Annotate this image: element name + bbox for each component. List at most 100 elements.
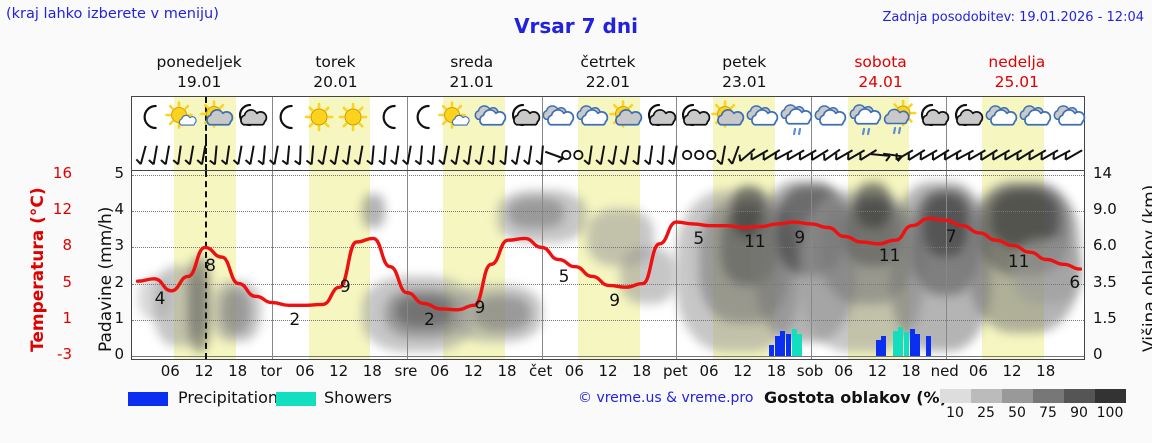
cloud-height-tick-3: 3.5 (1093, 272, 1117, 291)
density-swatch-100 (1095, 389, 1126, 403)
sun-small-cloud-icon (165, 97, 200, 139)
time-tick-label: 12 (463, 362, 483, 380)
location-menu-note: (kraj lahko izberete v meniju) (6, 6, 219, 22)
day-name: torek (315, 53, 356, 71)
moon-icon (268, 97, 302, 139)
density-swatch-75 (1033, 389, 1064, 403)
day-header-četrtek: četrtek 22.01 (540, 52, 676, 92)
moon-cloud-icon (677, 97, 711, 139)
day-header-nedelja: nedelja 25.01 (949, 52, 1085, 92)
time-tick-label: 18 (766, 362, 786, 380)
temperature-value-label: 9 (339, 277, 351, 298)
temperature-tick-5: -3 (57, 345, 72, 363)
current-time-marker (204, 171, 207, 359)
precipitation-bar (875, 339, 881, 356)
density-level-label: 50 (1008, 405, 1026, 421)
copyright-label[interactable]: © vreme.us & vreme.pro (578, 390, 754, 406)
day-header-torek: torek 20.01 (267, 52, 403, 92)
daylight-band (474, 140, 506, 170)
temperature-value-label: 4 (154, 288, 166, 309)
cloud-density-blob (221, 288, 250, 335)
day-date: 19.01 (176, 73, 222, 91)
temperature-value-label: 11 (744, 231, 766, 252)
day-date: 21.01 (449, 73, 494, 91)
day-name: četrtek (580, 53, 636, 71)
horizontal-gridline (132, 211, 1084, 213)
time-tick-label: 12 (1002, 362, 1022, 380)
time-tick-label: 06 (699, 362, 719, 380)
time-tick-label: 12 (733, 362, 753, 380)
cloud-density-blob (1013, 237, 1081, 304)
meteogram-plot: 4 8 2 9 2 9 5 9 5 11 9 11 7 11 6 (131, 170, 1085, 360)
day-header-sreda: sreda 21.01 (404, 52, 540, 92)
precipitation-legend-label: Precipitation (178, 388, 279, 407)
day-separator (541, 97, 543, 140)
temperature-tick-0: 16 (52, 164, 72, 182)
precipitation-bar (915, 334, 921, 356)
precipitation-bar (892, 330, 898, 356)
time-tick-label: 18 (901, 362, 921, 380)
temperature-value-label: 5 (558, 266, 570, 287)
clouds-rain-icon (779, 97, 813, 139)
day-separator (676, 171, 678, 359)
time-tick-label: 18 (1036, 362, 1056, 380)
time-tick-label: čet (528, 362, 553, 380)
precipitation-tick-3: 2 (114, 272, 124, 291)
time-tick-label: 06 (564, 362, 584, 380)
cloud-height-tick-1: 9.0 (1093, 200, 1117, 219)
clouds-rain-icon (848, 97, 882, 139)
day-separator (811, 171, 813, 359)
clouds-icon (473, 97, 507, 139)
last-updated-label: Zadnja posodobitev: 19.01.2026 - 12:04 (882, 10, 1144, 25)
day-date: 23.01 (722, 73, 767, 91)
time-tick-label: 06 (295, 362, 315, 380)
density-swatch-50 (1002, 389, 1033, 403)
clouds-icon (813, 97, 847, 139)
horizontal-gridline (132, 356, 1084, 357)
sun-small-cloud-icon (437, 97, 473, 139)
density-level-label: 10 (946, 405, 964, 421)
day-date: 25.01 (994, 73, 1040, 91)
day-separator (272, 97, 274, 140)
daylight-band (204, 140, 236, 170)
showers-legend-label: Showers (324, 388, 392, 407)
time-tick-label: ned (930, 362, 959, 380)
current-time-marker (204, 97, 207, 140)
precipitation-bar (898, 327, 904, 356)
sun-cloud-icon (711, 97, 745, 139)
density-level-label: 100 (1096, 405, 1124, 421)
time-tick-label: 06 (834, 362, 854, 380)
day-separator (406, 97, 408, 140)
cloud-height-tick-4: 1.5 (1093, 308, 1117, 327)
wind-barb-row (131, 140, 1085, 170)
cloud-density-blob (362, 193, 385, 228)
precipitation-bar (881, 336, 887, 356)
day-name: nedelja (988, 53, 1046, 71)
current-time-marker (204, 140, 207, 170)
sun-cloud-icon (200, 97, 234, 139)
temperature-value-label: 9 (609, 291, 621, 311)
moon-icon (132, 97, 166, 139)
clouds-icon (1052, 97, 1086, 139)
temperature-tick-1: 12 (52, 200, 72, 219)
time-tick-label: tor (260, 362, 282, 380)
temperature-tick-3: 5 (62, 272, 72, 291)
density-swatch-25 (971, 389, 1002, 403)
precipitation-bar (791, 328, 797, 356)
time-tick-label: 12 (194, 362, 214, 380)
day-header-petek: petek 23.01 (676, 52, 812, 92)
daylight-band (339, 140, 371, 170)
horizontal-gridline (132, 247, 1084, 249)
day-separator (945, 171, 947, 359)
time-tick-label: 06 (430, 362, 450, 380)
day-separator (272, 171, 274, 359)
day-separator (541, 171, 543, 359)
time-tick-label: 18 (228, 362, 248, 380)
moon-cloud-icon (234, 97, 268, 139)
daylight-band (982, 140, 1014, 170)
time-tick-label: pet (663, 362, 688, 380)
temperature-value-label: 2 (424, 310, 435, 331)
density-swatch-10 (940, 389, 971, 403)
day-separator (406, 140, 408, 170)
day-header-ponedeljek: ponedeljek 19.01 (131, 52, 267, 92)
